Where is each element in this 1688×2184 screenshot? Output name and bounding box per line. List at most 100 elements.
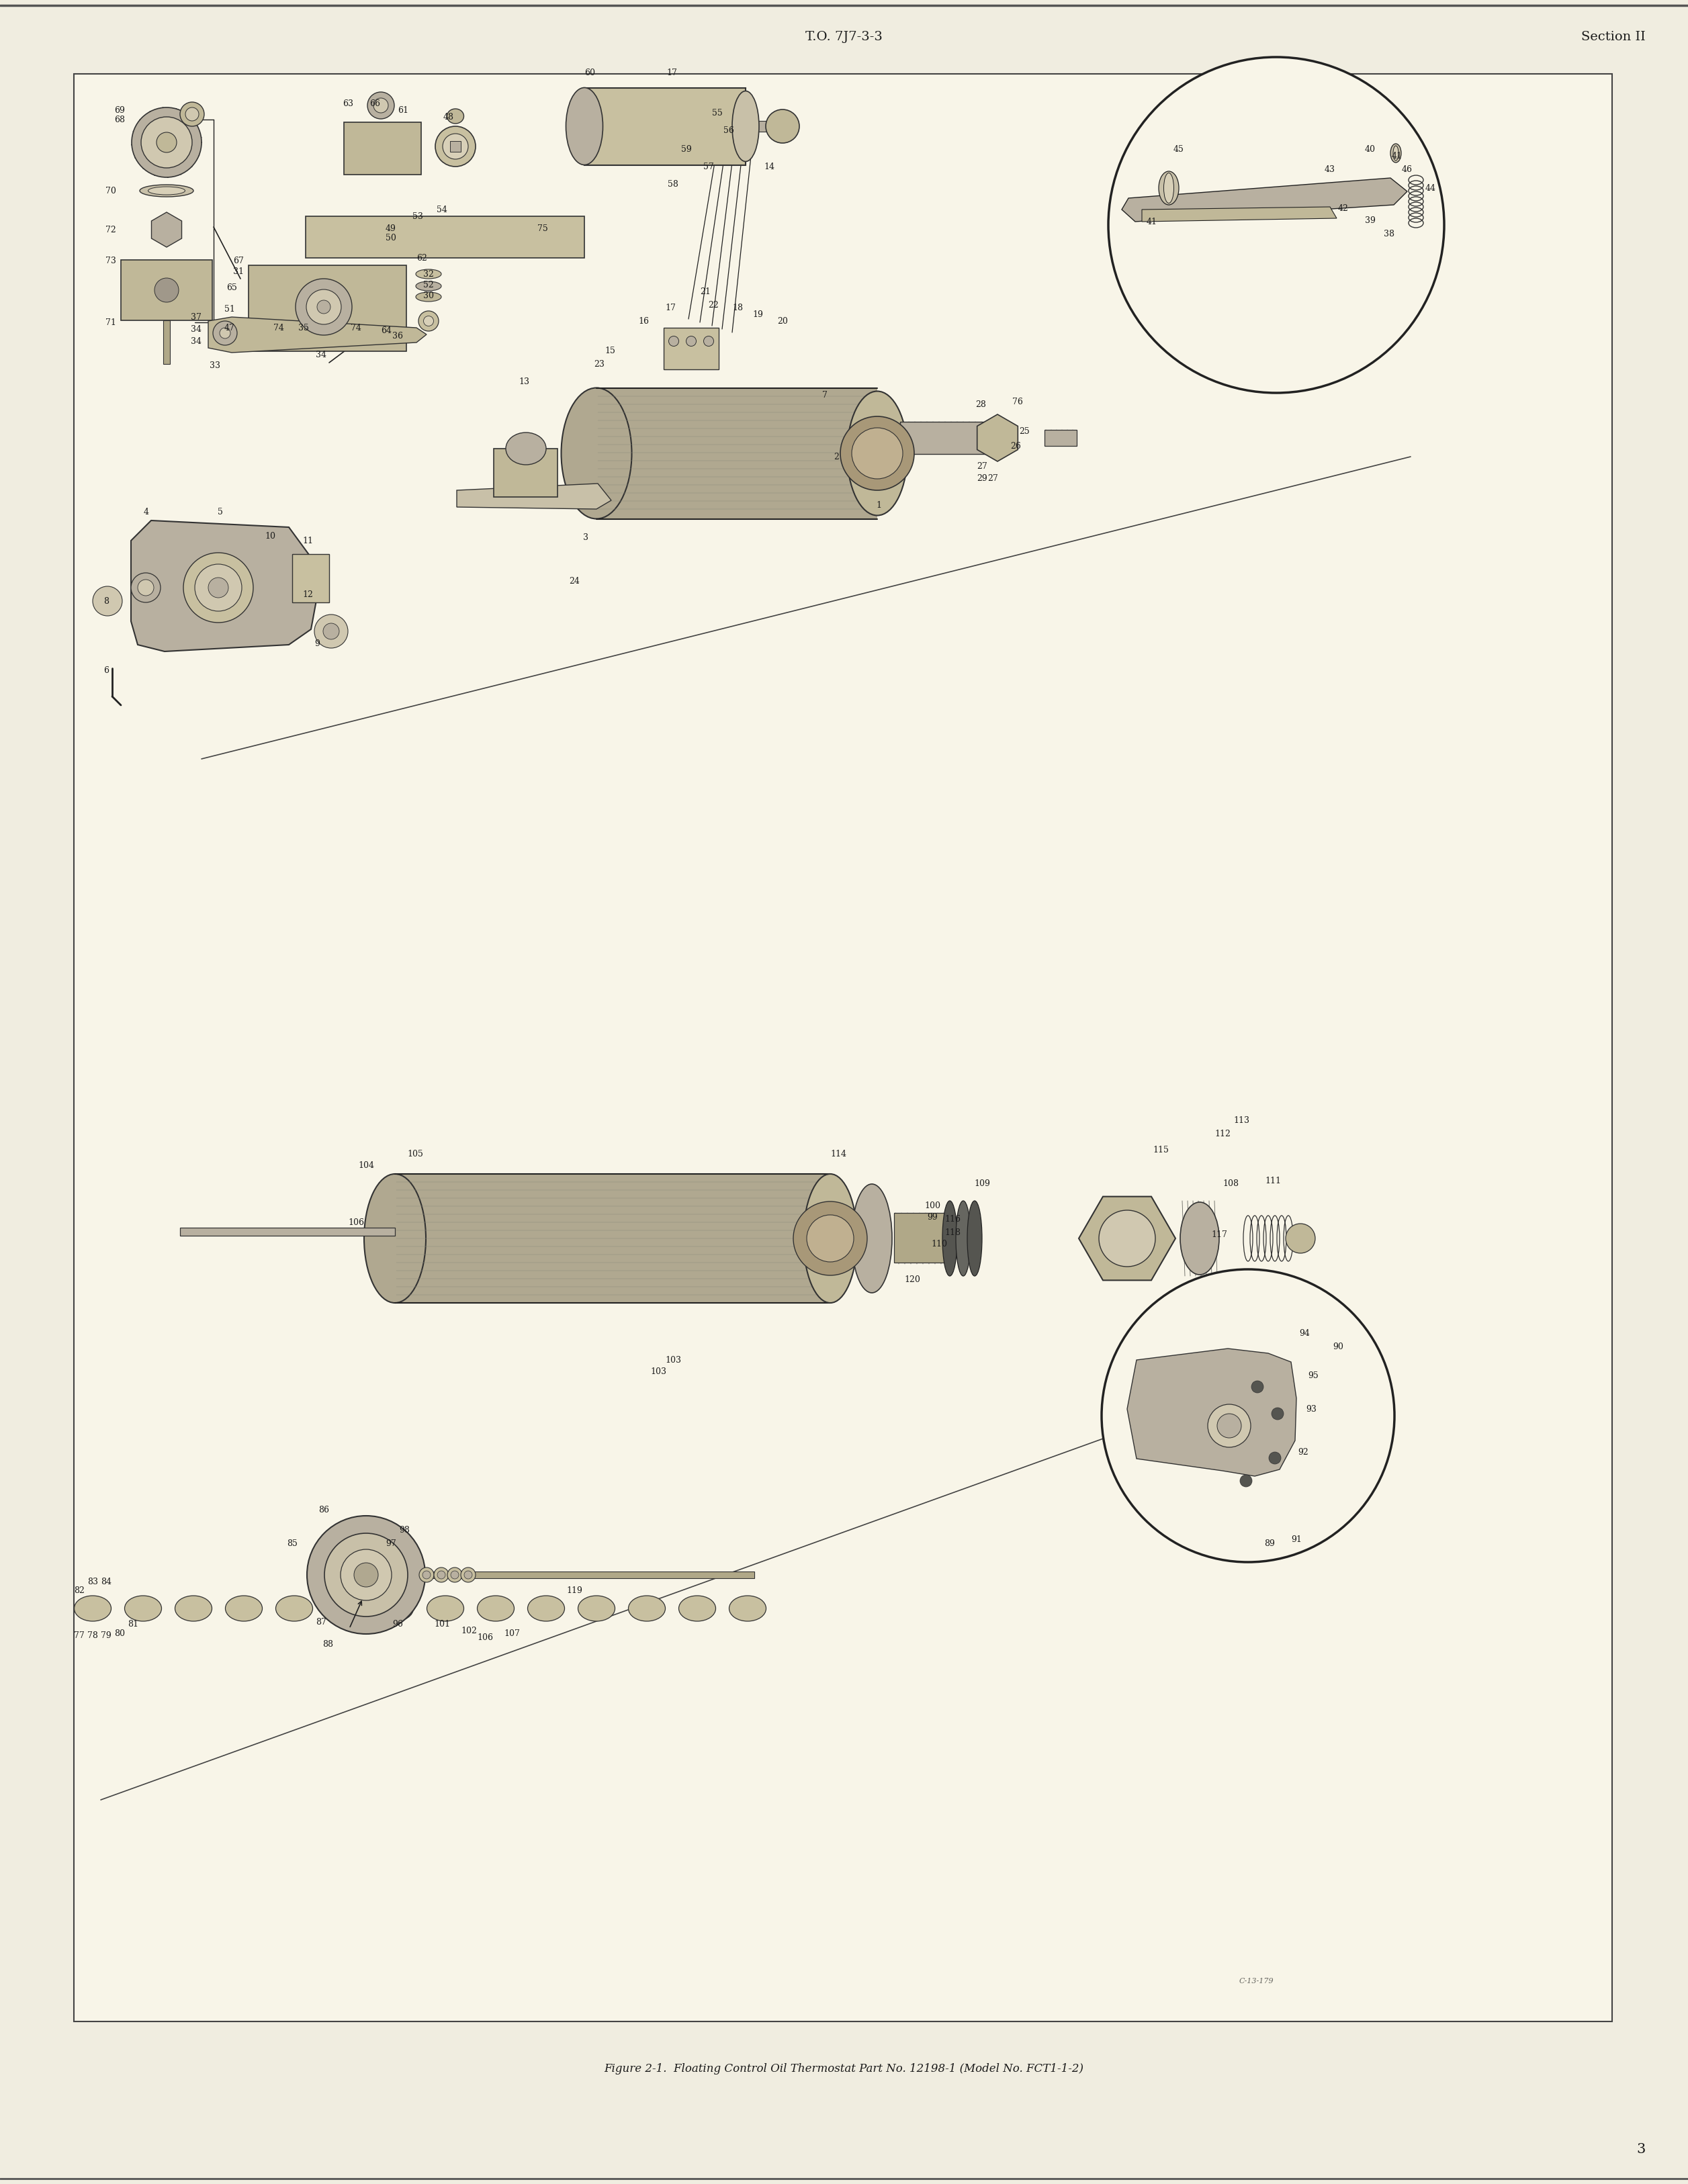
Text: 34: 34 xyxy=(316,349,326,358)
Bar xyxy=(427,1572,755,1579)
Circle shape xyxy=(422,1570,430,1579)
Text: 100: 100 xyxy=(925,1201,940,1210)
Circle shape xyxy=(341,1548,392,1601)
Polygon shape xyxy=(1141,207,1337,221)
Text: 82: 82 xyxy=(74,1586,84,1594)
Text: 84: 84 xyxy=(101,1577,111,1586)
Ellipse shape xyxy=(326,1597,363,1621)
Ellipse shape xyxy=(1393,146,1398,159)
Circle shape xyxy=(1207,1404,1251,1448)
Text: 74: 74 xyxy=(273,323,284,332)
Circle shape xyxy=(793,1201,868,1275)
Circle shape xyxy=(1286,1223,1315,1254)
Circle shape xyxy=(1102,1269,1394,1562)
Circle shape xyxy=(181,103,204,127)
Text: 10: 10 xyxy=(265,531,275,539)
Text: 40: 40 xyxy=(1366,144,1376,153)
Text: 63: 63 xyxy=(343,100,353,109)
Ellipse shape xyxy=(365,1175,425,1304)
Ellipse shape xyxy=(461,1568,476,1581)
Ellipse shape xyxy=(415,282,441,290)
Text: 28: 28 xyxy=(976,400,986,408)
Circle shape xyxy=(841,417,915,489)
Text: 86: 86 xyxy=(319,1505,329,1514)
Text: 115: 115 xyxy=(1153,1144,1168,1153)
Bar xyxy=(164,321,170,365)
Bar xyxy=(181,1227,395,1236)
Text: 98: 98 xyxy=(398,1524,410,1533)
Text: 32: 32 xyxy=(424,269,434,277)
Ellipse shape xyxy=(176,1597,213,1621)
Text: 90: 90 xyxy=(1334,1343,1344,1352)
Ellipse shape xyxy=(419,1568,434,1581)
Bar xyxy=(306,216,584,258)
Bar xyxy=(451,142,461,151)
Ellipse shape xyxy=(729,1597,766,1621)
Ellipse shape xyxy=(967,1201,982,1275)
Text: 62: 62 xyxy=(417,253,427,262)
Circle shape xyxy=(208,577,228,598)
Text: 112: 112 xyxy=(1214,1129,1231,1138)
Ellipse shape xyxy=(560,389,631,520)
Circle shape xyxy=(142,118,192,168)
Text: 17: 17 xyxy=(667,68,677,76)
Circle shape xyxy=(93,585,122,616)
Circle shape xyxy=(1241,1474,1252,1487)
Text: 2: 2 xyxy=(834,452,839,461)
Text: T.O. 7J7-3-3: T.O. 7J7-3-3 xyxy=(805,31,883,44)
Text: 101: 101 xyxy=(434,1621,451,1629)
Ellipse shape xyxy=(679,1597,716,1621)
Text: 113: 113 xyxy=(1234,1116,1249,1125)
Text: 92: 92 xyxy=(1298,1448,1308,1457)
Text: 83: 83 xyxy=(88,1577,98,1586)
Text: 118: 118 xyxy=(944,1227,960,1236)
Text: 26: 26 xyxy=(1011,441,1021,450)
Ellipse shape xyxy=(733,92,760,162)
Text: 29: 29 xyxy=(977,474,987,483)
Text: 57: 57 xyxy=(704,162,714,170)
Circle shape xyxy=(186,107,199,120)
Ellipse shape xyxy=(478,1597,515,1621)
Circle shape xyxy=(307,1516,425,1634)
Text: 36: 36 xyxy=(392,332,403,341)
Circle shape xyxy=(306,290,341,325)
Text: 12: 12 xyxy=(302,590,312,598)
Text: 25: 25 xyxy=(1020,426,1030,435)
Bar xyxy=(395,1175,830,1304)
Circle shape xyxy=(464,1570,473,1579)
Text: 33: 33 xyxy=(209,363,221,371)
Bar xyxy=(895,1212,947,1262)
Ellipse shape xyxy=(376,1597,414,1621)
Text: 116: 116 xyxy=(944,1214,960,1223)
Circle shape xyxy=(451,1570,459,1579)
Ellipse shape xyxy=(427,1597,464,1621)
Text: 77: 77 xyxy=(74,1631,84,1640)
Circle shape xyxy=(437,1570,446,1579)
Ellipse shape xyxy=(766,109,800,142)
Polygon shape xyxy=(208,317,427,352)
Text: 105: 105 xyxy=(407,1149,424,1158)
Text: 78: 78 xyxy=(88,1631,98,1640)
Bar xyxy=(1045,430,1077,446)
Text: 45: 45 xyxy=(1173,144,1185,153)
Text: 109: 109 xyxy=(974,1179,991,1188)
Text: 81: 81 xyxy=(128,1621,138,1629)
Text: 27: 27 xyxy=(977,463,987,472)
Ellipse shape xyxy=(528,1597,564,1621)
Ellipse shape xyxy=(577,1597,614,1621)
Circle shape xyxy=(1109,57,1445,393)
Text: 20: 20 xyxy=(776,317,788,325)
Polygon shape xyxy=(132,520,317,651)
Text: 3: 3 xyxy=(1637,2143,1646,2156)
Bar xyxy=(344,122,422,175)
Text: 30: 30 xyxy=(424,290,434,299)
Text: 5: 5 xyxy=(218,507,223,515)
Circle shape xyxy=(324,1533,408,1616)
Text: 71: 71 xyxy=(105,319,116,328)
Text: 43: 43 xyxy=(1325,164,1335,173)
Text: 35: 35 xyxy=(299,323,309,332)
Text: 111: 111 xyxy=(1264,1177,1281,1186)
Ellipse shape xyxy=(140,186,194,197)
Ellipse shape xyxy=(373,98,388,114)
Ellipse shape xyxy=(368,92,395,118)
